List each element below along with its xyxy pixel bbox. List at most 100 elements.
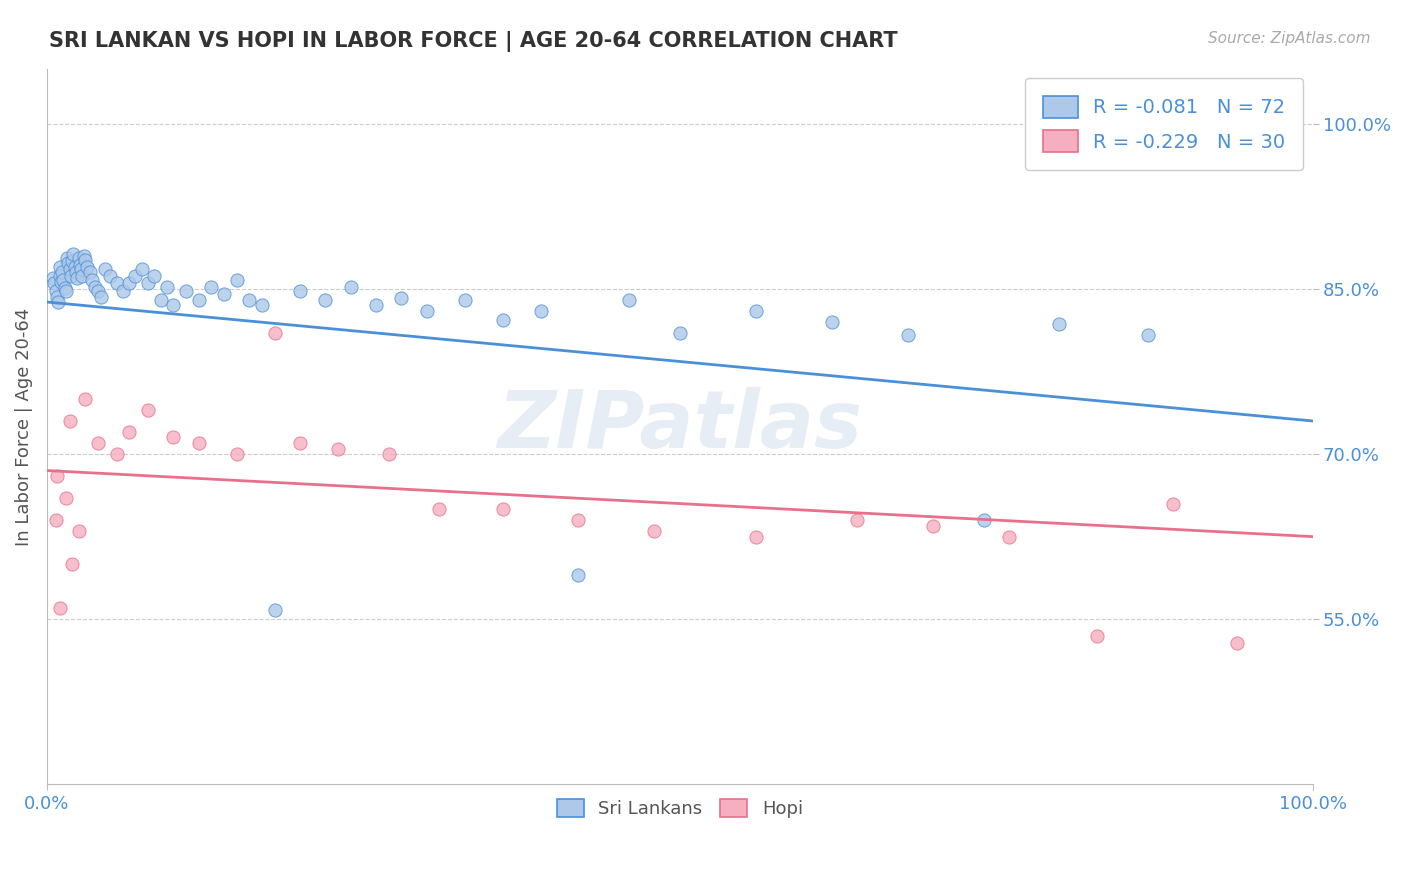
Point — [136, 403, 159, 417]
Text: ZIPatlas: ZIPatlas — [498, 387, 862, 466]
Point — [744, 530, 766, 544]
Legend: Sri Lankans, Hopi: Sri Lankans, Hopi — [550, 792, 810, 825]
Point — [225, 447, 247, 461]
Point — [149, 293, 172, 307]
Point — [263, 603, 285, 617]
Point — [62, 246, 84, 260]
Point — [65, 265, 87, 279]
Point — [491, 312, 513, 326]
Point — [998, 530, 1021, 544]
Point — [60, 254, 83, 268]
Point — [143, 268, 166, 283]
Point — [124, 268, 146, 283]
Point — [118, 425, 141, 439]
Point — [1137, 328, 1160, 343]
Point — [453, 293, 475, 307]
Text: Source: ZipAtlas.com: Source: ZipAtlas.com — [1208, 31, 1371, 46]
Point — [84, 279, 107, 293]
Point — [73, 392, 96, 406]
Point — [67, 251, 90, 265]
Point — [76, 260, 98, 274]
Point — [567, 568, 589, 582]
Point — [46, 295, 69, 310]
Point — [156, 279, 179, 293]
Point — [339, 279, 361, 293]
Point — [174, 284, 197, 298]
Point — [1264, 150, 1286, 164]
Point — [820, 315, 842, 329]
Point — [59, 414, 82, 428]
Point — [118, 277, 141, 291]
Point — [1226, 636, 1249, 650]
Point — [42, 270, 65, 285]
Point — [60, 557, 83, 571]
Point — [1087, 629, 1109, 643]
Point — [364, 298, 387, 312]
Point — [46, 469, 69, 483]
Point — [567, 513, 589, 527]
Point — [52, 273, 75, 287]
Point — [69, 258, 91, 272]
Point — [238, 293, 260, 307]
Point — [1163, 497, 1185, 511]
Point — [86, 284, 108, 298]
Point — [59, 262, 82, 277]
Point — [643, 524, 665, 538]
Y-axis label: In Labor Force | Age 20-64: In Labor Force | Age 20-64 — [15, 308, 32, 546]
Point — [98, 268, 121, 283]
Point — [288, 436, 311, 450]
Point — [55, 491, 77, 505]
Point — [162, 430, 184, 444]
Point — [70, 262, 93, 277]
Point — [44, 277, 66, 291]
Point — [105, 447, 128, 461]
Point — [48, 268, 70, 283]
Point — [45, 513, 67, 527]
Point — [53, 281, 76, 295]
Point — [72, 249, 94, 263]
Point — [314, 293, 336, 307]
Point — [845, 513, 868, 527]
Point — [55, 284, 77, 298]
Point — [668, 326, 690, 340]
Point — [51, 265, 73, 279]
Point — [491, 502, 513, 516]
Point — [59, 268, 82, 283]
Point — [263, 326, 285, 340]
Text: SRI LANKAN VS HOPI IN LABOR FORCE | AGE 20-64 CORRELATION CHART: SRI LANKAN VS HOPI IN LABOR FORCE | AGE … — [49, 31, 898, 53]
Point — [288, 284, 311, 298]
Point — [63, 260, 86, 274]
Point — [48, 601, 70, 615]
Point — [56, 251, 79, 265]
Point — [326, 442, 349, 456]
Point — [617, 293, 640, 307]
Point — [72, 268, 94, 283]
Point — [744, 303, 766, 318]
Point — [90, 289, 112, 303]
Point — [529, 303, 551, 318]
Point — [136, 277, 159, 291]
Point — [162, 298, 184, 312]
Point — [66, 270, 89, 285]
Point — [187, 436, 209, 450]
Point — [921, 518, 943, 533]
Point — [212, 287, 235, 301]
Point — [86, 436, 108, 450]
Point — [82, 273, 104, 287]
Point — [377, 447, 399, 461]
Point — [187, 293, 209, 307]
Point — [67, 524, 90, 538]
Point — [389, 291, 412, 305]
Point — [94, 262, 117, 277]
Point — [73, 253, 96, 268]
Point — [250, 298, 273, 312]
Point — [111, 284, 134, 298]
Point — [131, 262, 153, 277]
Point — [896, 328, 918, 343]
Point — [49, 275, 72, 289]
Point — [48, 260, 70, 274]
Point — [415, 303, 437, 318]
Point — [105, 277, 128, 291]
Point — [46, 289, 69, 303]
Point — [200, 279, 222, 293]
